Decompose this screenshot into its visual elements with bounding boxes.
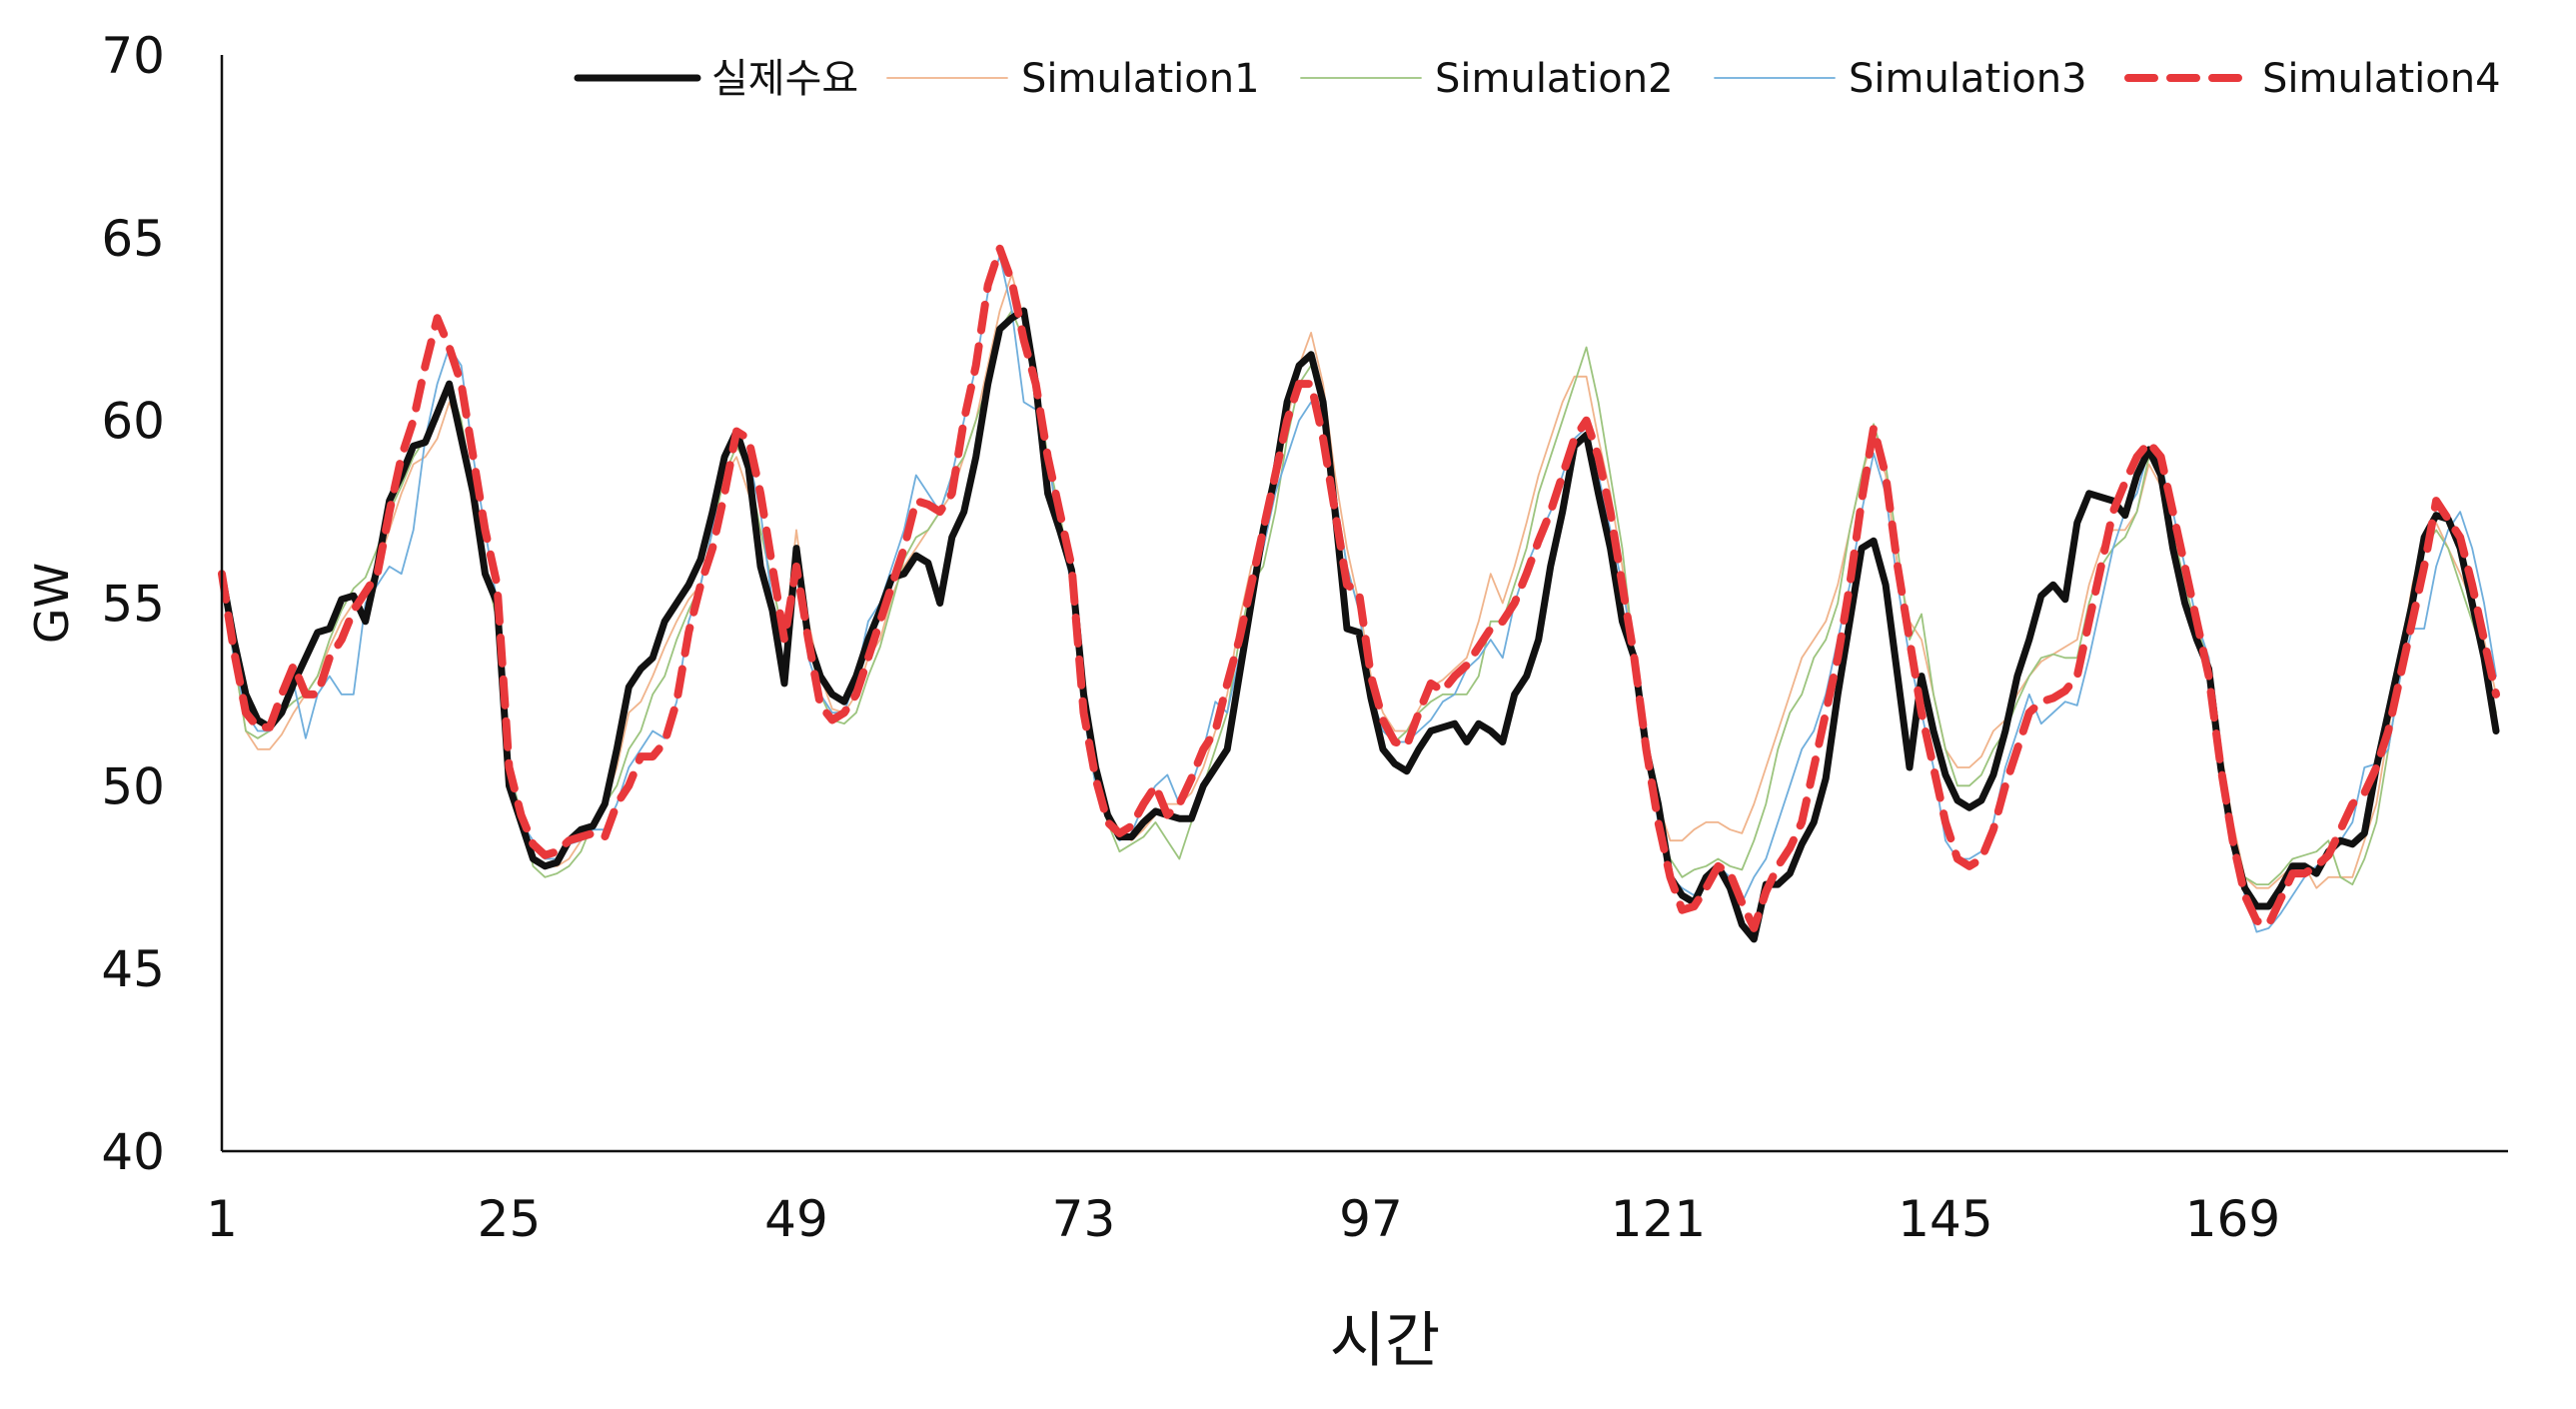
legend: 실제수요 Simulation1 Simulation2 Simulation3 Sim…: [574, 56, 2501, 102]
x-axis-ticks: 1 25 49 73 97 121 145 169: [206, 1190, 2280, 1248]
y-axis-title: GW: [25, 563, 79, 644]
axes: [220, 55, 2508, 1153]
y-tick-label: 70: [101, 27, 165, 85]
y-tick-label: 55: [101, 576, 165, 634]
x-tick-label: 1: [206, 1190, 238, 1248]
x-tick-label: 97: [1339, 1190, 1403, 1248]
y-tick-label: 50: [101, 757, 165, 815]
legend-label-simulation3: Simulation3: [1849, 56, 2087, 102]
y-tick-label: 40: [101, 1123, 165, 1181]
x-tick-label: 145: [1898, 1190, 1992, 1248]
legend-label-simulation4: Simulation4: [2262, 56, 2501, 102]
y-axis-ticks: 40 45 50 55 60 65 70: [101, 27, 165, 1181]
series-line-simulation1: [221, 273, 2497, 889]
y-tick-label: 60: [101, 393, 165, 451]
plot-area: [218, 244, 2500, 943]
x-tick-label: 73: [1052, 1190, 1116, 1248]
x-tick-label: 49: [764, 1190, 828, 1248]
x-axis-title: 시간: [1330, 1306, 1440, 1376]
series-line-simulation4: [218, 244, 2500, 932]
legend-label-simulation1: Simulation1: [1021, 56, 1260, 102]
x-tick-label: 25: [478, 1190, 542, 1248]
x-tick-label: 169: [2185, 1190, 2280, 1248]
y-tick-label: 65: [101, 210, 165, 268]
legend-label-실제수요: 실제수요: [711, 56, 858, 102]
legend-label-simulation2: Simulation2: [1435, 56, 1674, 102]
x-tick-label: 121: [1611, 1190, 1706, 1248]
y-tick-label: 45: [101, 940, 165, 998]
